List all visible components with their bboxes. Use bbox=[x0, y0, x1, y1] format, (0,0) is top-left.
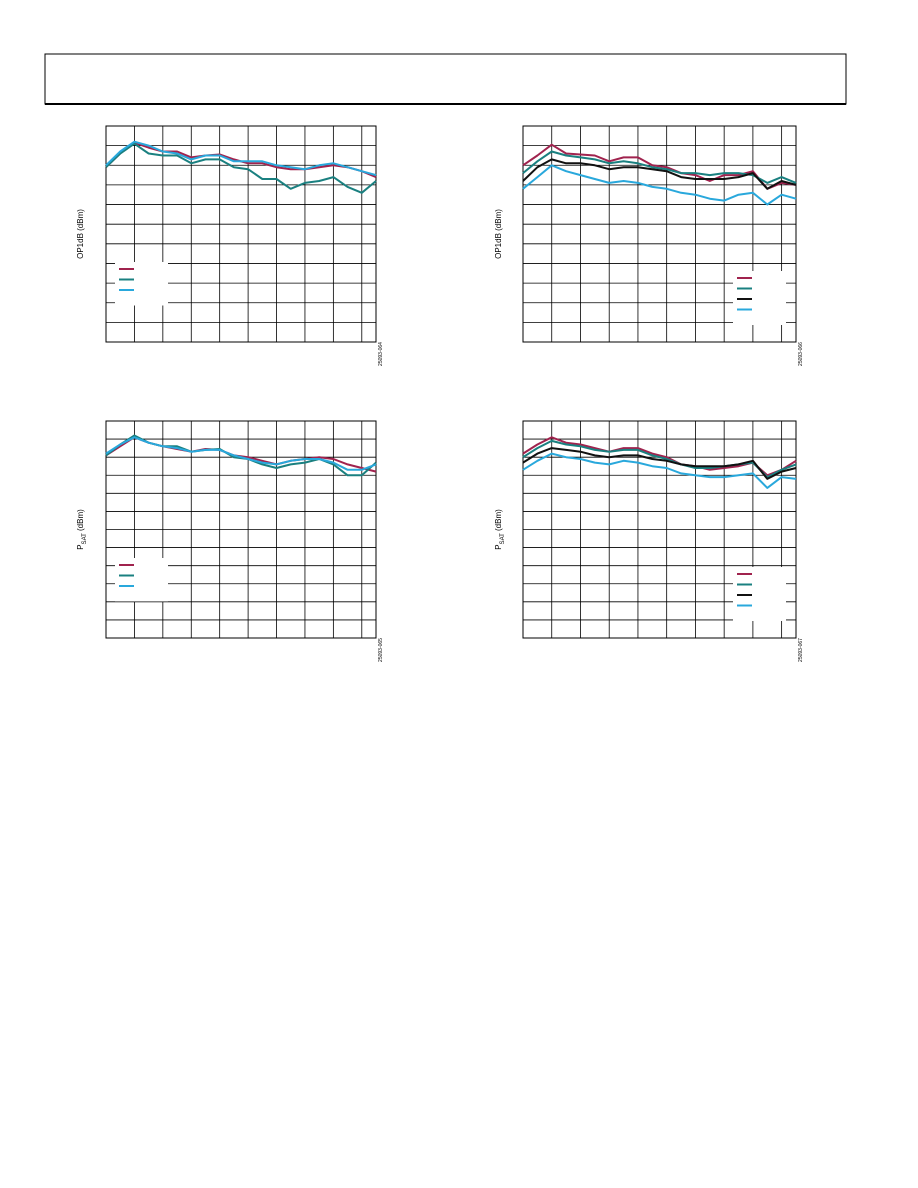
series-line bbox=[105, 436, 377, 471]
plot-area bbox=[105, 125, 377, 343]
series-line bbox=[105, 142, 377, 194]
chart: PSAT (dBm) 25093-067 bbox=[494, 420, 804, 662]
figure-id: 25093-065 bbox=[378, 638, 384, 662]
header-box bbox=[44, 53, 847, 105]
y-axis-label: PSAT (dBm) bbox=[76, 509, 88, 550]
figure-id: 25093-066 bbox=[798, 342, 804, 366]
y-axis-label: OP1dB (dBm) bbox=[76, 209, 85, 259]
series-line bbox=[522, 158, 797, 190]
y-axis-label-part: P bbox=[494, 544, 503, 549]
y-axis-label-sub: SAT bbox=[500, 533, 506, 545]
y-axis-label: PSAT (dBm) bbox=[494, 509, 506, 550]
series-line bbox=[522, 439, 797, 479]
chart: PSAT (dBm) 25093-065 bbox=[76, 420, 384, 662]
series-line bbox=[522, 452, 797, 489]
chart: OP1dB (dBm) 25093-064 bbox=[76, 125, 384, 366]
series-line bbox=[522, 164, 797, 206]
series-line bbox=[522, 447, 797, 480]
figure-id: 25093-064 bbox=[378, 342, 384, 366]
y-axis-label-part: (dBm) bbox=[494, 509, 503, 533]
series-line bbox=[105, 140, 377, 177]
figure-id: 25093-067 bbox=[798, 638, 804, 662]
y-axis-label-sub: SAT bbox=[82, 533, 88, 545]
chart: OP1dB (dBm) 25093-066 bbox=[494, 125, 804, 366]
y-axis-label-part: P bbox=[76, 544, 85, 549]
y-axis-label: OP1dB (dBm) bbox=[494, 209, 503, 259]
series-line bbox=[522, 143, 797, 190]
y-axis-label-part: (dBm) bbox=[76, 509, 85, 533]
